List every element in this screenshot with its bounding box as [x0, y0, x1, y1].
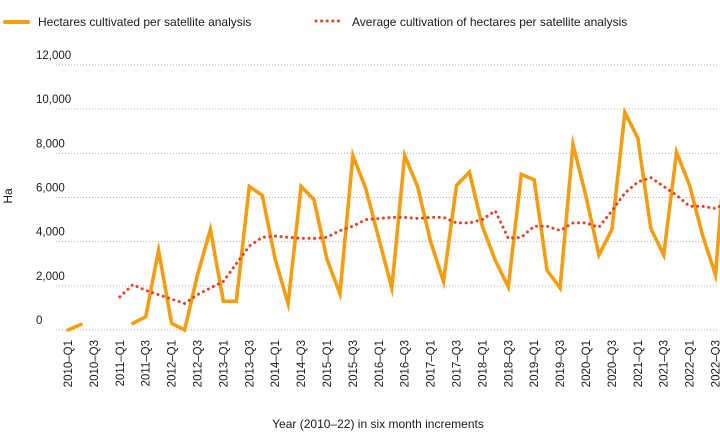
x-tick-label: 2021–Q1 [633, 340, 645, 387]
y-axis-title: Ha [1, 188, 15, 204]
series-lines [66, 106, 720, 333]
x-tick-label: 2012–Q3 [193, 340, 205, 387]
x-tick-label: 2021–Q3 [659, 340, 671, 387]
x-tick-label: 2022–Q3 [711, 340, 720, 387]
x-tick-label: 2013–Q3 [244, 340, 256, 387]
x-tick-label: 2020–Q3 [607, 340, 619, 387]
x-tick-label: 2018–Q3 [503, 340, 515, 387]
x-tick-label: 2019–Q3 [555, 340, 567, 387]
legend-label-hectares-cultivated: Hectares cultivated per satellite analys… [38, 15, 251, 29]
x-tick-label: 2011–Q1 [115, 340, 127, 386]
x-tick-label: 2020–Q1 [581, 340, 593, 387]
x-tick-label: 2010–Q3 [89, 340, 101, 387]
x-axis-tick-labels: 2010–Q1 2010–Q3 2011–Q1 2011–Q3 2012–Q1 2012–… [63, 340, 720, 387]
y-tick-label: 12,000 [36, 50, 71, 62]
x-tick-label: 2015–Q1 [322, 340, 334, 387]
y-tick-label: 8,000 [36, 138, 65, 150]
series-line-hectares [66, 322, 83, 332]
y-tick-label: 2,000 [36, 271, 65, 283]
x-tick-label: 2014–Q3 [296, 340, 308, 387]
x-axis-title: Year (2010–22) in six month increments [272, 417, 484, 431]
series-line-hectares [131, 106, 720, 333]
x-tick-label: 2016–Q3 [400, 340, 412, 387]
x-tick-label: 2017–Q1 [426, 340, 438, 387]
x-tick-label: 2011–Q3 [141, 340, 153, 386]
x-tick-label: 2022–Q1 [685, 340, 697, 387]
legend: Hectares cultivated per satellite analys… [3, 15, 627, 29]
y-tick-label: 10,000 [36, 94, 71, 106]
y-axis-tick-labels: 0 2,000 4,000 6,000 8,000 10,000 12,000 [36, 50, 71, 327]
series-line-average [118, 176, 720, 305]
gridlines [56, 64, 718, 331]
x-tick-label: 2014–Q1 [270, 340, 282, 387]
legend-label-average-cultivation: Average cultivation of hectares per sate… [352, 15, 627, 29]
x-tick-label: 2013–Q1 [218, 340, 230, 387]
y-tick-label: 4,000 [36, 227, 65, 239]
x-tick-label: 2010–Q1 [63, 340, 75, 387]
x-tick-label: 2019–Q1 [529, 340, 541, 387]
x-tick-label: 2012–Q1 [167, 340, 179, 387]
y-tick-label: 6,000 [36, 183, 65, 195]
x-tick-label: 2015–Q3 [348, 340, 360, 387]
x-tick-label: 2017–Q3 [452, 340, 464, 387]
y-tick-label: 0 [36, 315, 42, 327]
x-tick-label: 2018–Q1 [477, 340, 489, 387]
x-tick-label: 2016–Q1 [374, 340, 386, 387]
